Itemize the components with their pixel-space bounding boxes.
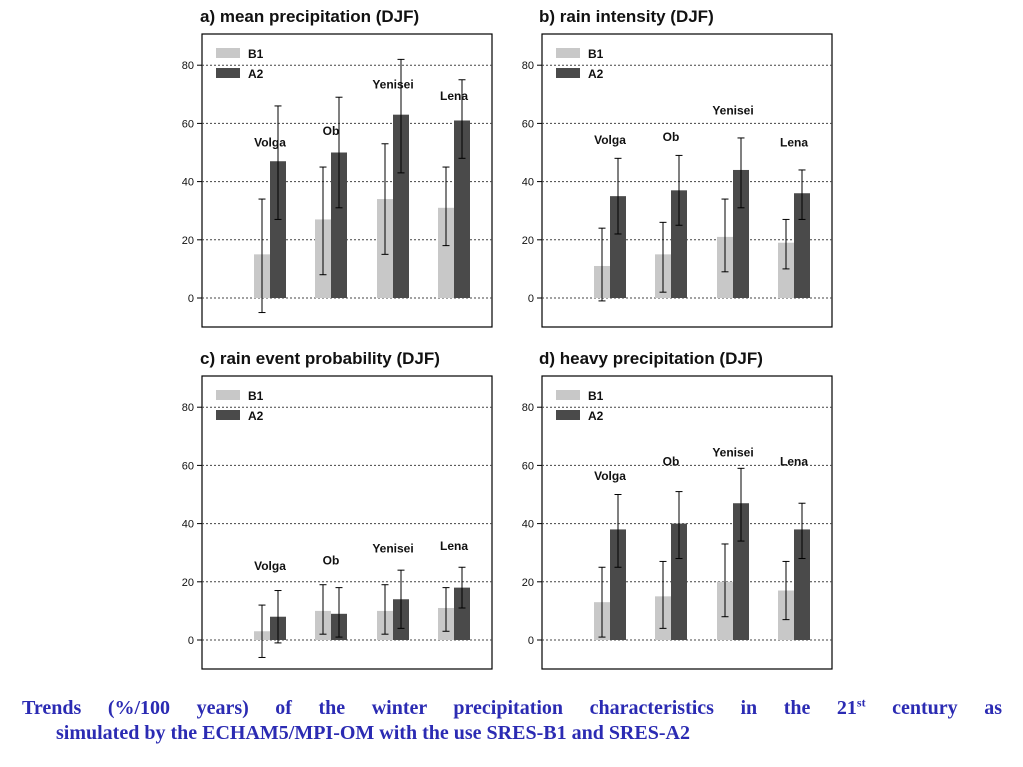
legend-label-a2: A2 [588,409,604,423]
legend-swatch-a2 [556,68,580,78]
y-tick-label: 60 [522,460,534,472]
category-label-yenisei: Yenisei [712,104,753,118]
caption-line-2: simulated by the ECHAM5/MPI-OM with the … [56,722,690,744]
y-tick-label: 60 [522,118,534,130]
figure-caption: Trends (%/100 years) of the winter preci… [22,696,1002,746]
legend-label-a2: A2 [248,409,264,423]
category-label-ob: Ob [663,130,680,144]
category-label-volga: Volga [594,133,626,147]
bar-a2-lena [454,587,470,640]
panel-c-title: c) rain event probability (DJF) [200,349,440,368]
category-label-ob: Ob [323,124,340,138]
legend-label-b1: B1 [588,47,604,61]
y-tick-label: 40 [182,519,194,531]
y-tick-label: 20 [182,577,194,589]
bar-a2-lena [454,120,470,299]
category-label-volga: Volga [594,469,626,483]
panel-a-title: a) mean precipitation (DJF) [200,7,420,26]
y-tick-label: 20 [522,577,534,589]
y-tick-label: 20 [522,235,534,247]
y-tick-label: 0 [528,635,534,647]
legend-swatch-a2 [556,410,580,420]
legend-swatch-b1 [556,390,580,400]
bar-a2-lena [794,529,810,640]
category-label-ob: Ob [663,454,680,468]
y-tick-label: 60 [182,460,194,472]
y-tick-label: 80 [182,60,194,72]
category-label-yenisei: Yenisei [372,77,413,91]
category-label-lena: Lena [780,136,808,150]
y-tick-label: 20 [182,235,194,247]
chart-panel-d: 0 20 40 60 80 B1 A2 Volga Ob Yenisei Lena [522,375,833,670]
chart-panel-a: 0 20 40 60 80 B1 A2 Volga Ob Yenisei Lena [182,33,493,328]
bar-a2-ob [331,152,347,298]
legend-label-a2: A2 [248,67,264,81]
y-tick-label: 60 [182,118,194,130]
y-tick-label: 0 [188,635,194,647]
legend-swatch-a2 [216,68,240,78]
bar-a2-ob [671,523,687,640]
legend-swatch-b1 [556,48,580,58]
bar-a2-yenisei [733,503,749,640]
caption-text-a: Trends (%/100 years) of the winter preci… [22,697,857,719]
bar-a2-yenisei [733,169,749,298]
y-tick-label: 40 [182,177,194,189]
category-label-yenisei: Yenisei [372,542,413,556]
y-tick-label: 0 [188,293,194,305]
bar-a2-volga [610,529,626,640]
category-label-lena: Lena [780,454,808,468]
bar-a2-volga [610,196,626,298]
y-tick-label: 80 [522,60,534,72]
y-tick-label: 0 [528,293,534,305]
category-label-volga: Volga [254,136,286,150]
chart-panel-c: 0 20 40 60 80 B1 A2 Volga Ob Yenisei Lena [182,375,493,670]
caption-text-b: century as [865,697,1002,719]
category-label-ob: Ob [323,553,340,567]
chart-panel-b: 0 20 40 60 80 B1 A2 Volga Ob Yenisei Lena [522,33,833,328]
y-tick-label: 80 [522,402,534,414]
bar-a2-volga [270,161,286,298]
legend-swatch-b1 [216,390,240,400]
bar-b1-lena [438,207,454,298]
legend-label-b1: B1 [588,389,604,403]
panel-d-title: d) heavy precipitation (DJF) [539,349,763,368]
y-tick-label: 40 [522,177,534,189]
legend-label-b1: B1 [248,47,264,61]
panel-b-title: b) rain intensity (DJF) [539,7,714,26]
category-label-lena: Lena [440,89,468,103]
bar-a2-ob [671,190,687,298]
legend-swatch-b1 [216,48,240,58]
caption-line-1: Trends (%/100 years) of the winter preci… [22,696,1002,721]
category-label-yenisei: Yenisei [712,446,753,460]
legend-label-a2: A2 [588,67,604,81]
bar-b1-lena [778,242,794,298]
bar-a2-lena [794,193,810,298]
category-label-lena: Lena [440,539,468,553]
y-tick-label: 80 [182,402,194,414]
legend-label-b1: B1 [248,389,264,403]
y-tick-label: 40 [522,519,534,531]
caption-superscript: st [856,695,866,710]
legend-swatch-a2 [216,410,240,420]
category-label-volga: Volga [254,559,286,573]
bar-a2-yenisei [393,114,409,298]
